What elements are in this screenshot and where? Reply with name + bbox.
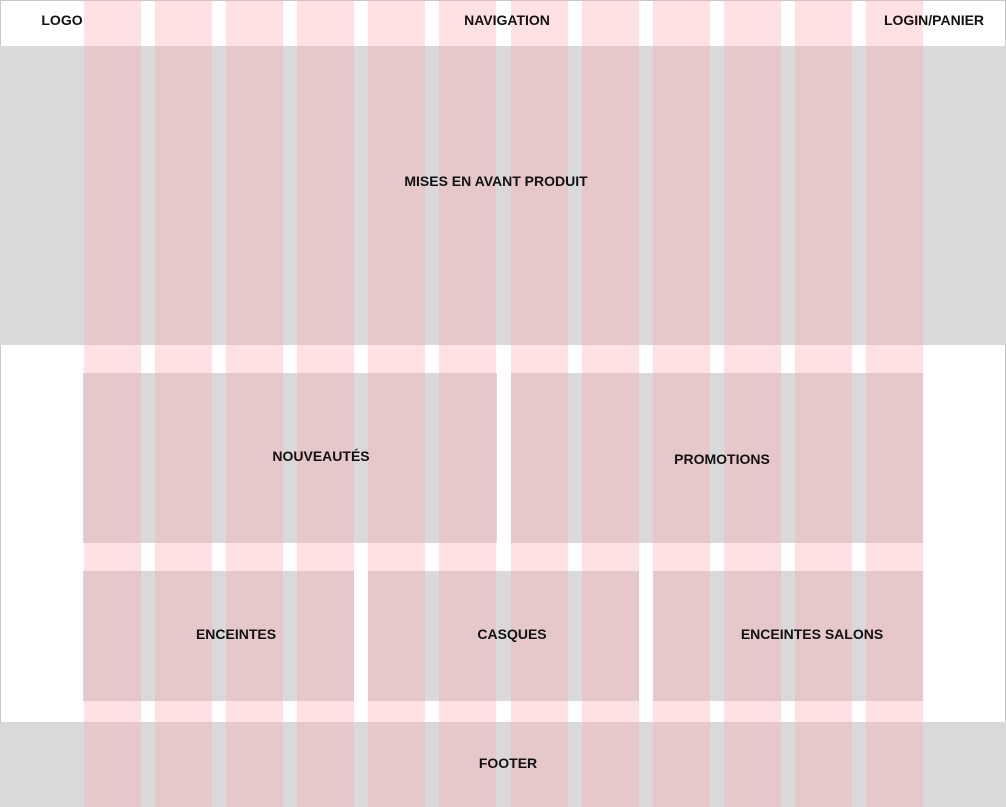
hero-product-highlight <box>0 46 1006 345</box>
promotions-block[interactable] <box>511 373 923 543</box>
footer-block <box>0 722 1006 807</box>
headphones-block[interactable] <box>368 571 639 701</box>
navigation[interactable]: NAVIGATION <box>464 12 550 28</box>
new-arrivals-label: NOUVEAUTÉS <box>272 448 370 464</box>
hero-label: MISES EN AVANT PRODUIT <box>404 173 588 189</box>
new-arrivals-block[interactable] <box>83 373 497 543</box>
promotions-label: PROMOTIONS <box>674 451 770 467</box>
headphones-label: CASQUES <box>477 626 547 642</box>
footer-label: FOOTER <box>478 755 538 771</box>
speakers-label: ENCEINTES <box>195 626 277 642</box>
logo[interactable]: LOGO <box>41 12 83 28</box>
speakers-block[interactable] <box>83 571 354 701</box>
home-speakers-label: ENCEINTES SALONS <box>740 626 884 642</box>
home-speakers-block[interactable] <box>653 571 923 701</box>
login-cart[interactable]: LOGIN/PANIER <box>883 12 985 28</box>
